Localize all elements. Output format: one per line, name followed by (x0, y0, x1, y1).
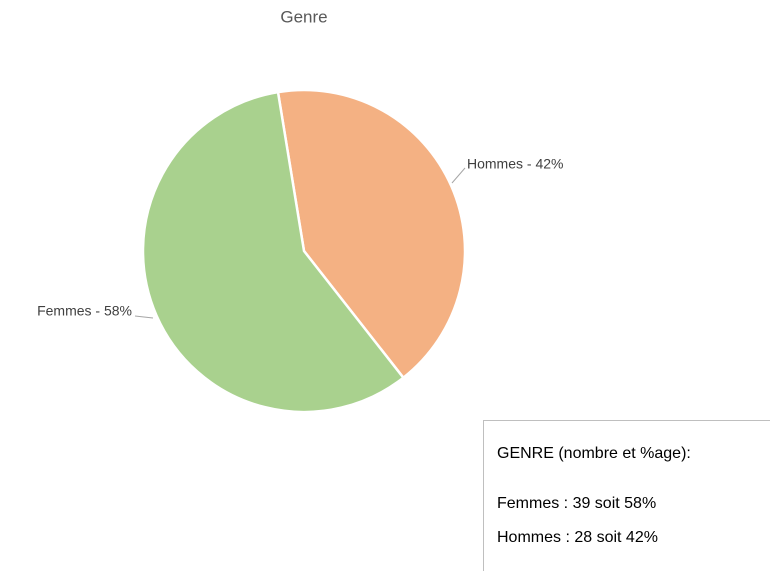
data-label: Hommes - 42% (467, 156, 563, 172)
leader-line (134, 315, 154, 319)
data-label: Femmes - 58% (37, 303, 132, 319)
text-box: GENRE (nombre et %age): Femmes : 39 soit… (483, 420, 770, 571)
pie-slice (276, 88, 467, 380)
leader-line (451, 167, 466, 184)
chart-title: Genre (280, 7, 327, 26)
pie-slice (141, 90, 406, 414)
text-box-line: Hommes : 28 soit 42% (497, 529, 658, 546)
text-box-title: GENRE (nombre et %age): (497, 445, 691, 462)
text-box-line: Femmes : 39 soit 58% (497, 495, 657, 512)
